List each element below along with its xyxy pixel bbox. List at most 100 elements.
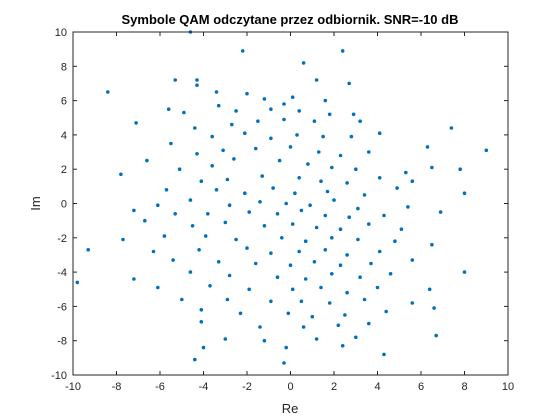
data-point-112 <box>330 236 334 240</box>
data-point-93 <box>323 213 328 218</box>
data-point-148 <box>375 285 380 290</box>
data-point-66 <box>345 181 349 185</box>
data-point-161 <box>310 314 315 319</box>
data-point-134 <box>188 270 193 274</box>
data-point-21 <box>297 109 302 113</box>
data-point-99 <box>223 220 228 225</box>
data-point-91 <box>275 212 280 216</box>
data-point-86 <box>406 205 410 209</box>
data-point-158 <box>199 308 204 312</box>
y-tick-label-6: 6 <box>61 96 67 108</box>
data-point-146 <box>319 285 323 290</box>
data-point-145 <box>290 287 295 292</box>
data-point-97 <box>143 218 147 223</box>
data-point-101 <box>290 222 295 226</box>
data-point-173 <box>314 337 319 341</box>
data-point-18 <box>182 110 186 115</box>
data-point-147 <box>345 290 349 295</box>
data-point-23 <box>351 112 356 117</box>
data-point-30 <box>193 126 197 130</box>
x-tick-label-10: 10 <box>502 381 514 393</box>
data-point-168 <box>336 323 341 328</box>
data-point-49 <box>484 148 489 153</box>
data-point-38 <box>349 134 354 139</box>
data-point-22 <box>327 112 332 117</box>
data-point-171 <box>223 337 228 341</box>
data-point-116 <box>151 249 156 254</box>
data-point-2 <box>240 49 245 53</box>
data-point-35 <box>269 136 273 141</box>
data-point-114 <box>393 239 397 243</box>
data-point-81 <box>258 200 262 204</box>
data-point-44 <box>253 146 258 151</box>
data-point-56 <box>354 167 358 171</box>
data-point-69 <box>164 188 169 192</box>
data-point-122 <box>345 253 349 257</box>
data-point-13 <box>262 97 267 101</box>
data-point-24 <box>134 121 138 125</box>
data-point-62 <box>225 177 230 182</box>
data-point-170 <box>434 333 439 338</box>
data-point-19 <box>234 109 238 113</box>
y-tick-label-4: 4 <box>61 130 67 142</box>
data-point-16 <box>166 107 171 111</box>
data-point-59 <box>458 167 463 171</box>
y-tick-label--4: -4 <box>57 267 67 279</box>
data-point-155 <box>362 297 367 302</box>
data-point-103 <box>338 227 343 231</box>
x-tick-label-8: 8 <box>461 381 467 393</box>
data-point-46 <box>317 150 321 154</box>
y-tick-label-0: 0 <box>61 199 67 211</box>
data-point-128 <box>288 263 293 268</box>
data-point-154 <box>327 301 332 305</box>
data-point-70 <box>214 188 219 192</box>
data-point-95 <box>382 213 386 218</box>
data-point-113 <box>356 237 360 242</box>
data-point-20 <box>269 107 273 111</box>
data-point-159 <box>238 311 243 316</box>
data-point-58 <box>430 165 434 170</box>
data-point-151 <box>225 297 230 302</box>
data-point-131 <box>369 261 373 266</box>
data-point-111 <box>303 239 308 243</box>
data-point-139 <box>358 275 362 280</box>
data-point-142 <box>156 285 160 290</box>
data-point-127 <box>253 261 258 266</box>
data-point-6 <box>314 78 319 82</box>
data-point-84 <box>332 198 336 202</box>
data-point-153 <box>299 299 304 304</box>
data-point-174 <box>354 335 358 340</box>
data-point-85 <box>356 206 360 211</box>
data-point-48 <box>367 150 371 154</box>
data-point-52 <box>232 157 236 161</box>
data-points <box>75 30 489 365</box>
x-tick-label--2: -2 <box>242 381 252 393</box>
data-point-25 <box>256 119 260 123</box>
data-point-110 <box>280 236 284 240</box>
y-tick-label--2: -2 <box>57 233 67 245</box>
data-point-119 <box>269 251 273 255</box>
x-tick-label-0: 0 <box>287 381 293 393</box>
data-point-104 <box>367 222 371 226</box>
data-point-107 <box>162 234 167 238</box>
data-point-117 <box>197 248 201 252</box>
data-point-180 <box>382 352 386 357</box>
data-point-144 <box>247 287 251 292</box>
data-point-126 <box>216 260 221 264</box>
data-point-138 <box>330 272 334 276</box>
data-point-96 <box>438 210 443 214</box>
x-tick-label-4: 4 <box>374 381 380 393</box>
data-point-32 <box>169 141 173 146</box>
data-point-54 <box>306 162 310 166</box>
data-point-133 <box>132 277 136 281</box>
data-point-129 <box>312 260 317 264</box>
data-point-118 <box>245 246 249 250</box>
data-point-31 <box>449 126 454 130</box>
data-point-90 <box>247 210 251 214</box>
data-point-160 <box>286 311 291 316</box>
data-point-3 <box>301 61 306 65</box>
data-point-61 <box>199 179 204 183</box>
data-point-169 <box>367 321 371 326</box>
data-point-149 <box>427 287 432 292</box>
data-point-150 <box>180 297 184 302</box>
